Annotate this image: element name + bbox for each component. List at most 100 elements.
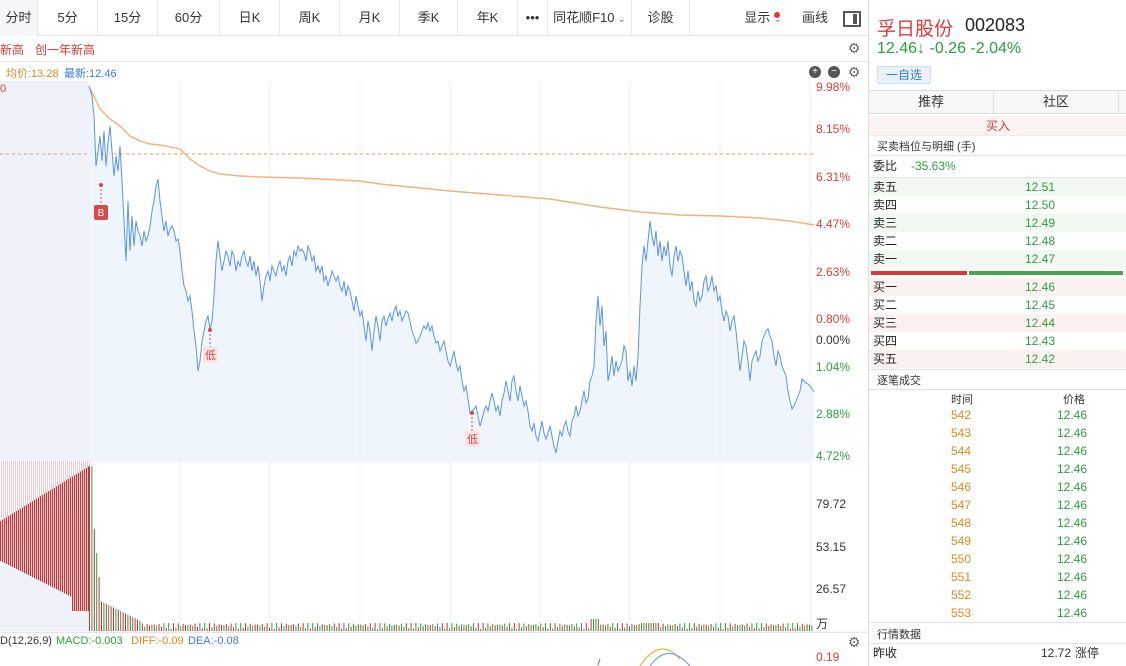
volume-bar <box>458 625 460 631</box>
divider <box>869 369 1126 370</box>
volume-bar <box>492 623 494 631</box>
volume-bar <box>396 624 398 631</box>
gear-icon[interactable]: ⚙ <box>847 40 861 56</box>
tab-community[interactable]: 社区 <box>994 91 1119 113</box>
sell-level-row[interactable]: 卖五 12.51 <box>869 178 1126 196</box>
tab-daily-k[interactable]: 日K <box>220 0 280 36</box>
volume-bar <box>593 619 594 631</box>
volume-bar <box>653 623 654 631</box>
volume-bar <box>437 623 438 631</box>
buy-level-row[interactable]: 买四 12.43 <box>869 332 1126 350</box>
draw-line-button[interactable]: 画线 <box>801 10 828 25</box>
volume-bar <box>36 461 38 580</box>
display-button[interactable]: 显示 ⌄ <box>734 0 792 36</box>
volume-bar <box>636 624 638 631</box>
add-watchlist-button[interactable]: 一自选 <box>877 66 931 84</box>
panel-tabs: 推荐 社区 <box>869 90 1126 114</box>
volume-bar <box>576 623 578 631</box>
volume-bar <box>127 614 129 631</box>
volume-bar <box>170 628 172 631</box>
volume-bar <box>76 461 78 611</box>
volume-bar <box>14 461 16 569</box>
buy-level-label: 买四 <box>873 334 898 348</box>
volume-bar <box>74 461 76 611</box>
volume-bar <box>499 624 501 631</box>
buy-level-row[interactable]: 买五 12.42 <box>869 350 1126 368</box>
volume-bar <box>463 624 465 631</box>
gear-icon[interactable]: ⚙ <box>847 634 861 650</box>
buy-level-row[interactable]: 买一 12.46 <box>869 278 1126 296</box>
volume-bar <box>561 625 563 631</box>
volume-bar <box>122 612 124 631</box>
sell-level-row[interactable]: 卖一 12.47 <box>869 250 1126 268</box>
tab-quarterly-k[interactable]: 季K <box>400 0 458 36</box>
tab-diagnose[interactable]: 诊股 <box>632 0 690 36</box>
tab-recommend[interactable]: 推荐 <box>869 91 994 113</box>
volume-bar <box>787 623 789 631</box>
volume-bar <box>103 602 105 631</box>
volume-bar <box>245 623 246 631</box>
tab-yearly-k[interactable]: 年K <box>458 0 518 36</box>
more-tabs-button[interactable]: ••• <box>518 0 548 36</box>
buy-level-label: 买二 <box>873 298 898 312</box>
volume-bar <box>720 623 722 631</box>
layout-toggle-icon[interactable] <box>843 11 861 27</box>
intraday-chart: B 低 低 <box>0 81 868 666</box>
volume-bar <box>549 623 551 631</box>
volume-bar <box>24 461 26 574</box>
volume-bar <box>660 627 662 631</box>
volume-bar <box>809 624 810 631</box>
zoom-in-icon[interactable]: + <box>809 66 821 78</box>
volume-bar <box>554 623 556 631</box>
chevron-down-icon: ⌄ <box>773 14 782 25</box>
chart-header: 均价:13.28 最新:12.46 + − ⚙ <box>0 61 868 81</box>
volume-bar <box>521 627 522 631</box>
sell-level-row[interactable]: 卖三 12.49 <box>869 214 1126 232</box>
volume-bar <box>146 623 148 631</box>
volume-bar <box>545 623 546 631</box>
volume-bar <box>48 461 50 586</box>
tab-intraday[interactable]: 分时 <box>0 0 38 36</box>
zoom-out-icon[interactable]: − <box>828 66 840 78</box>
low-marker[interactable]: 低 <box>203 328 218 363</box>
price-area <box>89 86 814 461</box>
gear-icon[interactable]: ⚙ <box>847 64 861 80</box>
low-marker[interactable]: 低 <box>465 411 480 447</box>
sell-level-row[interactable]: 卖四 12.50 <box>869 196 1126 214</box>
volume-bar <box>785 627 786 631</box>
volume-bar <box>446 623 448 631</box>
volume-bar <box>66 461 68 595</box>
volume-bar <box>230 623 232 631</box>
volume-bar <box>552 628 554 631</box>
volume-bar <box>300 627 302 631</box>
volume-bar <box>461 624 462 631</box>
volume-bar <box>530 625 532 631</box>
tick-price: 12.46 <box>1057 444 1088 458</box>
volume-bar-gap <box>10 461 11 515</box>
tab-weekly-k[interactable]: 周K <box>280 0 340 36</box>
sell-level-row[interactable]: 卖二 12.48 <box>869 232 1126 250</box>
tick-row: 544 12.46 <box>869 442 1126 460</box>
volume-bar <box>161 626 162 631</box>
axis-tick: 4.47% <box>816 217 851 231</box>
volume-bar-gap <box>34 461 35 500</box>
tab-5min[interactable]: 5分 <box>38 0 98 36</box>
volume-bar <box>674 624 676 631</box>
volume-bar <box>773 624 774 631</box>
stock-name[interactable]: 孚日股份 <box>877 19 954 40</box>
volume-bar <box>708 625 710 631</box>
buy-level-row[interactable]: 买三 12.44 <box>869 314 1126 332</box>
tab-15min[interactable]: 15分 <box>98 0 158 36</box>
tick-price: 12.46 <box>1057 426 1088 440</box>
tab-monthly-k[interactable]: 月K <box>340 0 400 36</box>
buy-marker[interactable]: B <box>94 183 108 220</box>
volume-bar <box>806 624 808 631</box>
buy-button[interactable]: 买入 <box>869 116 1126 136</box>
volume-bar <box>141 623 143 631</box>
buy-level-row[interactable]: 买二 12.45 <box>869 296 1126 314</box>
tab-f10[interactable]: 同花顺F10 ⌄ <box>548 0 632 36</box>
tick-price: 12.46 <box>1057 462 1088 476</box>
volume-bar <box>465 625 467 631</box>
volume-bar <box>12 461 14 568</box>
tab-60min[interactable]: 60分 <box>158 0 220 36</box>
